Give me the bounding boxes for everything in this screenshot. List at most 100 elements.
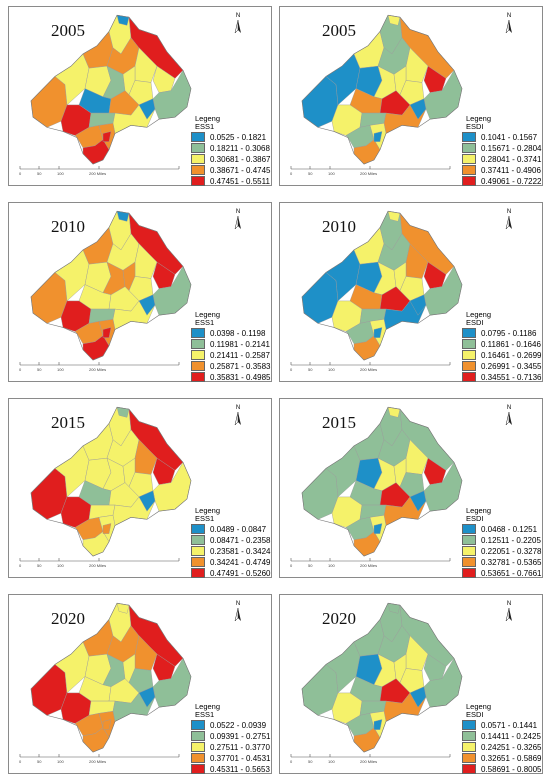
scale-label: 0 [19, 759, 22, 764]
map-outline [30, 406, 192, 557]
choropleth-map [301, 406, 463, 557]
legend-swatch [462, 372, 476, 382]
legend-title: ESDI [466, 122, 484, 131]
legend-item: 0.45311 - 0.5653 [191, 764, 271, 774]
legend-item: 0.0571 - 0.1441 [462, 720, 542, 730]
legend-range-label: 0.49061 - 0.7222 [481, 176, 542, 186]
legend-range-label: 0.0489 - 0.0847 [210, 524, 267, 534]
legend-item: 0.47491 - 0.5260 [191, 568, 271, 578]
legend-range-label: 0.26991 - 0.3455 [481, 361, 542, 371]
legend-range-label: 0.0468 - 0.1251 [481, 524, 538, 534]
north-arrow-icon: N [502, 13, 516, 37]
legend-item: 0.12511 - 0.2205 [462, 535, 542, 545]
map-region [138, 294, 156, 316]
legend-title: ESDI [466, 318, 484, 327]
legend-range-label: 0.32651 - 0.5869 [481, 753, 542, 763]
legend-item: 0.38671 - 0.4745 [191, 165, 271, 175]
choropleth-map [301, 602, 463, 753]
scale-label: 50 [37, 759, 42, 764]
scale-label: 50 [37, 171, 42, 176]
legend-range-label: 0.25871 - 0.3583 [210, 361, 271, 371]
legend-item: 0.24251 - 0.3265 [462, 742, 542, 752]
legend-swatch [462, 176, 476, 186]
choropleth-map [301, 14, 463, 165]
north-arrow-icon: N [231, 13, 245, 37]
map-region [409, 294, 427, 316]
legend-title: ESDI [466, 514, 484, 523]
legend-range-label: 0.18211 - 0.3068 [210, 143, 270, 153]
scale-bar: 0 50 100 200 Miles [19, 753, 209, 767]
north-label: N [506, 601, 512, 607]
scale-label: 200 Miles [360, 759, 378, 764]
legend-swatch [462, 731, 476, 741]
map-region [373, 327, 383, 338]
legend-swatch [462, 524, 476, 534]
north-label: N [235, 13, 241, 19]
map-region [409, 490, 427, 512]
legend-swatch [462, 154, 476, 164]
legend: Legeng ESDI 0.0468 - 0.1251 0.12511 - 0.220… [462, 507, 542, 578]
legend-swatch [191, 753, 205, 763]
legend-item: 0.21411 - 0.2587 [191, 350, 271, 360]
legend-swatch [191, 557, 205, 567]
legend-range-label: 0.34551 - 0.7136 [481, 372, 542, 382]
legend-range-label: 0.1041 - 0.1567 [481, 132, 538, 142]
legend-item: 0.11861 - 0.1646 [462, 339, 542, 349]
year-label: 2015 [322, 413, 356, 432]
scale-label: 50 [308, 563, 313, 568]
legend-swatch [191, 350, 205, 360]
scale-bar: 0 50 100 200 Miles [290, 753, 480, 767]
legend-range-label: 0.37411 - 0.4906 [481, 165, 541, 175]
legend-range-label: 0.0795 - 0.1186 [481, 328, 537, 338]
legend-item: 0.26991 - 0.3455 [462, 361, 542, 371]
scale-label: 200 Miles [89, 367, 107, 372]
legend-swatch [462, 339, 476, 349]
north-label: N [235, 601, 241, 607]
year-label: 2020 [322, 609, 356, 628]
scale-label: 100 [57, 759, 64, 764]
legend-item: 0.47451 - 0.5511 [191, 176, 271, 186]
legend-range-label: 0.09391 - 0.2751 [210, 731, 271, 741]
scale-label: 0 [290, 563, 293, 568]
choropleth-map [30, 602, 192, 753]
legend-swatch [462, 568, 476, 578]
legend-swatch [462, 361, 476, 371]
legend-range-label: 0.38671 - 0.4745 [210, 165, 271, 175]
legend-item: 0.37411 - 0.4906 [462, 165, 542, 175]
scale-label: 200 Miles [89, 563, 107, 568]
legend-range-label: 0.24251 - 0.3265 [481, 742, 542, 752]
map-region [102, 327, 112, 338]
legend-swatch [462, 132, 476, 142]
north-label: N [235, 209, 241, 215]
legend-range-label: 0.47491 - 0.5260 [210, 568, 271, 578]
map-panel: 2020 N 0 50 100 200 Miles Legeng ESS1 0.0522 - 0… [8, 594, 272, 774]
north-arrow-icon: N [502, 601, 516, 625]
map-outline [301, 210, 463, 361]
legend-item: 0.28041 - 0.3741 [462, 154, 542, 164]
legend-range-label: 0.15671 - 0.2804 [481, 143, 542, 153]
legend-range-label: 0.14411 - 0.2425 [481, 731, 541, 741]
legend-item: 0.0522 - 0.0939 [191, 720, 271, 730]
legend-range-label: 0.53651 - 0.7661 [481, 568, 542, 578]
map-region [138, 98, 156, 120]
legend-range-label: 0.0398 - 0.1198 [210, 328, 266, 338]
map-region [409, 98, 427, 120]
map-region [409, 686, 427, 708]
legend-swatch [191, 720, 205, 730]
year-label: 2015 [51, 413, 85, 432]
legend-item: 0.37701 - 0.4531 [191, 753, 271, 763]
legend-item: 0.58691 - 0.8005 [462, 764, 542, 774]
legend-title: ESS1 [195, 514, 215, 523]
year-label: 2020 [51, 609, 85, 628]
legend-item: 0.35831 - 0.4985 [191, 372, 271, 382]
legend-swatch [191, 546, 205, 556]
legend-item: 0.25871 - 0.3583 [191, 361, 271, 371]
map-outline [30, 210, 192, 361]
legend-swatch [462, 328, 476, 338]
map-panel: 2015 N 0 50 100 200 Miles Legeng ESDI 0.0468 - 0… [279, 398, 543, 578]
scale-bar: 0 50 100 200 Miles [290, 165, 480, 179]
legend-item: 0.15671 - 0.2804 [462, 143, 542, 153]
map-outline [30, 602, 192, 753]
legend: Legeng ESS1 0.0525 - 0.1821 0.18211 - 0.306… [191, 115, 271, 186]
choropleth-map [30, 210, 192, 361]
